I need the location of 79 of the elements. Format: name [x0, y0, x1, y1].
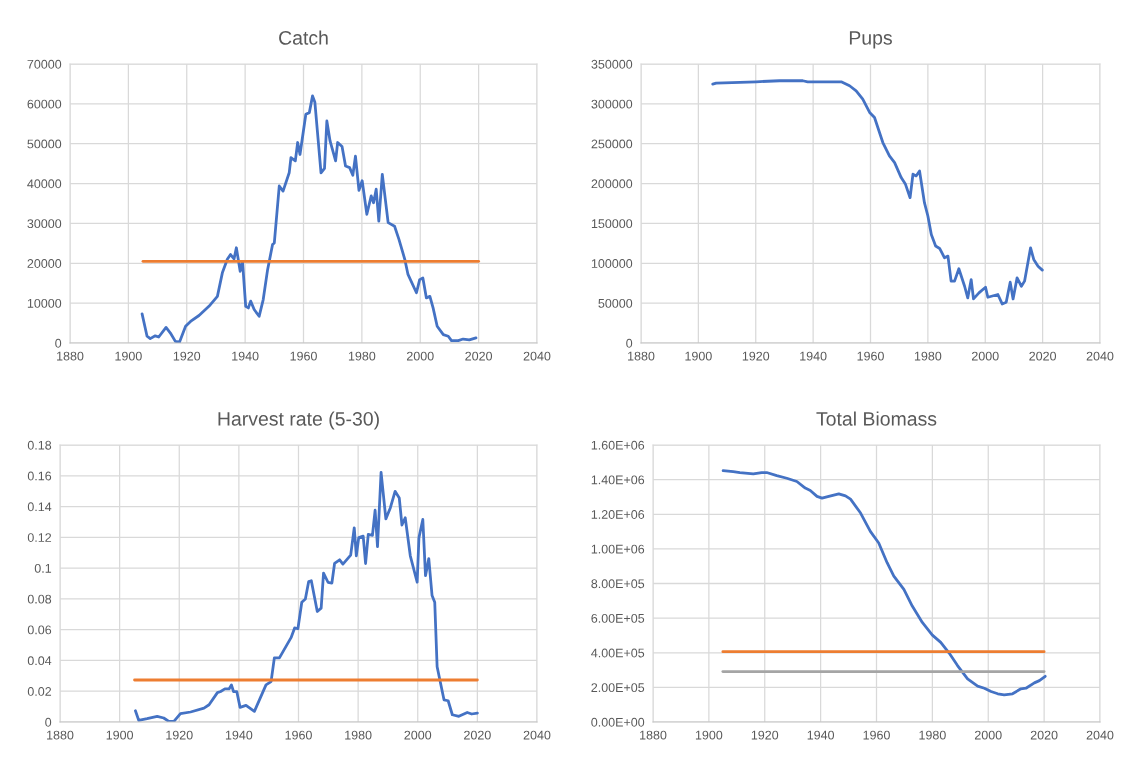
y-tick-label: 1.00E+06: [591, 544, 645, 554]
y-tick-label: 1.40E+06: [591, 475, 645, 485]
y-tick-label: 70000: [27, 59, 62, 69]
line-series: [711, 79, 1044, 306]
x-tick-label: 1920: [173, 351, 201, 361]
y-tick-label: 0.18: [27, 440, 52, 450]
y-tick-label: 0.12: [27, 533, 52, 542]
x-tick-label: 2040: [523, 730, 551, 740]
x-tick-label: 2020: [1029, 351, 1057, 361]
y-tick-label: 350000: [591, 59, 633, 69]
y-tick-label: 50000: [27, 139, 62, 149]
y-tick-label: 0: [45, 717, 52, 727]
x-tick-label: 1960: [857, 351, 884, 361]
y-tick-label: 0.06: [27, 625, 52, 635]
x-tick-label: 1920: [751, 730, 779, 740]
y-tick-label: 0: [55, 338, 62, 348]
chart-title: Harvest rate (5-30): [218, 411, 379, 430]
y-tick-label: 0.00E+00: [591, 717, 645, 727]
x-tick-label: 2040: [1086, 351, 1114, 361]
y-tick-label: 10000: [27, 298, 62, 308]
x-tick-label: 1980: [919, 730, 946, 740]
x-tick-label: 2000: [971, 351, 999, 361]
y-tick-label: 2.00E+05: [591, 683, 645, 693]
x-tick-label: 1940: [232, 351, 259, 361]
y-tick-label: 0.14: [27, 502, 52, 512]
x-tick-label: 2020: [464, 730, 491, 740]
x-tick-label: 1900: [115, 351, 142, 361]
x-tick-label: 1920: [166, 730, 193, 740]
y-tick-label: 1.20E+06: [591, 510, 645, 519]
y-tick-label: 300000: [591, 99, 633, 109]
y-tick-label: 40000: [27, 179, 62, 189]
x-tick-label: 1980: [914, 351, 942, 361]
x-tick-label: 2020: [1030, 730, 1058, 740]
x-tick-label: 1880: [640, 730, 667, 740]
x-tick-label: 2020: [465, 351, 493, 361]
y-tick-label: 0.16: [27, 471, 52, 481]
y-tick-label: 60000: [27, 99, 62, 109]
y-tick-label: 0: [626, 338, 633, 348]
x-tick-label: 2040: [523, 351, 551, 361]
chart-title: Pups: [849, 31, 892, 49]
y-tick-label: 1.60E+06: [591, 440, 645, 450]
line-series: [134, 471, 479, 722]
x-tick-label: 1880: [47, 730, 74, 740]
x-tick-label: 2040: [1086, 730, 1114, 740]
y-tick-label: 200000: [591, 179, 633, 189]
x-tick-label: 1900: [695, 730, 723, 740]
y-tick-label: 30000: [27, 219, 62, 229]
x-tick-label: 1920: [742, 351, 770, 361]
x-tick-label: 2000: [404, 730, 432, 740]
y-tick-label: 50000: [598, 298, 633, 308]
y-tick-label: 0.02: [27, 687, 52, 696]
line-series: [140, 94, 478, 343]
x-tick-label: 1960: [285, 730, 312, 740]
y-tick-label: 20000: [27, 259, 62, 268]
y-tick-label: 6.00E+05: [591, 613, 645, 623]
x-tick-label: 1940: [225, 730, 253, 740]
x-tick-label: 1900: [685, 351, 712, 361]
x-tick-label: 2000: [406, 351, 434, 361]
x-tick-label: 1880: [57, 351, 84, 361]
y-tick-label: 0.08: [27, 594, 52, 604]
y-tick-label: 0.1: [34, 563, 52, 573]
x-tick-label: 1960: [290, 351, 317, 361]
y-tick-label: 8.00E+05: [591, 579, 645, 589]
x-tick-label: 1960: [863, 730, 890, 740]
y-tick-label: 0.04: [27, 656, 52, 666]
x-tick-label: 1940: [800, 351, 827, 361]
chart-title: Catch: [279, 30, 328, 45]
y-tick-label: 4.00E+05: [591, 648, 645, 658]
x-tick-label: 1900: [106, 730, 134, 740]
x-tick-label: 1940: [807, 730, 835, 740]
x-tick-label: 2000: [974, 730, 1002, 740]
y-tick-label: 150000: [591, 219, 633, 229]
y-tick-label: 100000: [591, 259, 633, 268]
x-tick-label: 1980: [348, 351, 376, 361]
x-tick-label: 1980: [345, 730, 372, 740]
y-tick-label: 250000: [591, 139, 633, 149]
line-series: [721, 469, 1047, 697]
x-tick-label: 1880: [628, 351, 655, 361]
chart-title: Total Biomass: [816, 411, 937, 426]
